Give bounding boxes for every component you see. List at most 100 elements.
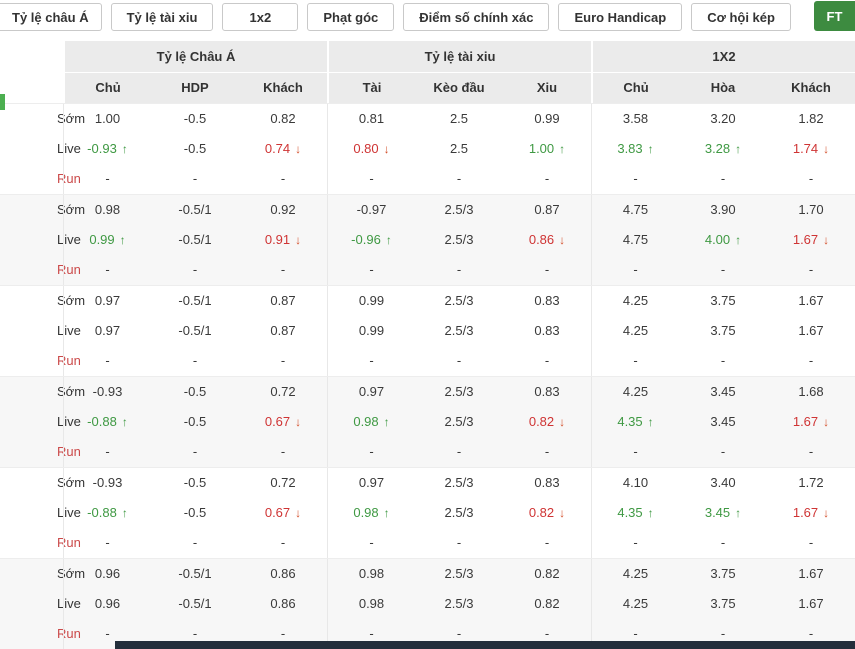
- odds-cell: 3.75: [679, 316, 767, 346]
- odds-cell: -: [327, 437, 415, 467]
- column-header: Khách: [239, 73, 327, 103]
- odds-table-body: Sớm 1.00 -0.5 0.82 0.81 2.5 0.99 3.58 3.20 1.82 Li…: [0, 103, 855, 649]
- odds-row-live: Live 0.97 -0.5/1 0.87 0.99 2.5/3 0.83 4.25 3.75 1…: [0, 316, 855, 346]
- odds-value: 0.97: [94, 323, 121, 338]
- odds-value: -: [633, 171, 638, 186]
- odds-cell: -: [415, 619, 503, 649]
- odds-value: -: [544, 444, 550, 459]
- odds-cell: -: [591, 164, 679, 194]
- odds-value: 0.86: [270, 566, 296, 581]
- odds-value: -0.5: [183, 475, 207, 490]
- odds-cell: 3.45: [679, 377, 767, 407]
- trend-down-icon: ↓: [823, 506, 830, 520]
- odds-value: 3.20: [710, 111, 736, 126]
- trend-up-icon: ↑: [735, 506, 742, 520]
- odds-value: 1.67: [798, 596, 824, 611]
- odds-value: 0.80: [353, 141, 379, 156]
- trend-down-icon: ↓: [559, 506, 566, 520]
- trend-up-icon: ↑: [121, 506, 128, 520]
- odds-row-run: Run - - - - - - - - -: [0, 619, 855, 649]
- odds-value: 4.00: [704, 232, 731, 247]
- odds-cell: -: [591, 437, 679, 467]
- odds-cell: 2.5/3: [415, 316, 503, 346]
- odds-value: 1.67: [792, 505, 819, 520]
- active-row-marker: [0, 94, 5, 110]
- trend-up-icon: ↑: [647, 142, 654, 156]
- odds-cell: 0.98: [63, 195, 151, 225]
- odds-value: -: [456, 171, 462, 186]
- odds-value: 0.86: [528, 232, 555, 247]
- odds-cell: 3.90: [679, 195, 767, 225]
- odds-value: -: [369, 171, 374, 186]
- trend-down-icon: ↓: [823, 233, 830, 247]
- odds-cell: -: [591, 346, 679, 376]
- odds-cell: 0.82 ↓: [503, 407, 591, 437]
- row-label: Live: [57, 232, 81, 247]
- odds-cell: 0.74 ↓: [239, 134, 327, 164]
- odds-cell: 4.25: [591, 589, 679, 619]
- odds-cell: -0.5: [151, 377, 239, 407]
- odds-row-som: Sớm -0.93 -0.5 0.72 0.97 2.5/3 0.83 4.25 3.45 1.6…: [0, 377, 855, 407]
- odds-cell: 0.67 ↓: [239, 407, 327, 437]
- odds-value: 0.82: [534, 566, 560, 581]
- tab-5[interactable]: Điểm số chính xác: [403, 3, 550, 31]
- odds-cell: 0.98: [327, 589, 415, 619]
- odds-cell: 0.67 ↓: [239, 498, 327, 528]
- tab-4[interactable]: Phạt góc: [307, 3, 395, 31]
- odds-value: 0.98: [358, 566, 385, 581]
- odds-value: -: [720, 535, 726, 550]
- odds-value: 0.98: [94, 202, 121, 217]
- tab-1[interactable]: Tỷ lệ châu Á: [0, 3, 102, 31]
- odds-value: 1.67: [792, 232, 819, 247]
- odds-cell: -: [63, 437, 151, 467]
- odds-cell: 0.82 ↓: [503, 498, 591, 528]
- odds-cell: 1.67: [767, 286, 855, 316]
- odds-cell: -: [327, 346, 415, 376]
- row-label: Sớm: [57, 293, 86, 308]
- odds-value: 2.5/3: [444, 596, 474, 611]
- odds-cell: -0.5/1: [151, 559, 239, 589]
- odds-cell: -0.5/1: [151, 316, 239, 346]
- odds-cell: 0.83: [503, 316, 591, 346]
- odds-cell: 3.83 ↑: [591, 134, 679, 164]
- odds-type-tabbar: Tỷ lệ châu Á Tỷ lệ tài xiu 1x2 Phạt góc Điểm…: [0, 0, 855, 36]
- odds-value: 0.83: [534, 384, 560, 399]
- odds-cell: -: [679, 437, 767, 467]
- tab-7[interactable]: Cơ hội kép: [691, 3, 791, 31]
- odds-value: -: [369, 535, 374, 550]
- odds-cell: -0.5: [151, 104, 239, 134]
- odds-value: 3.28: [704, 141, 731, 156]
- tab-3[interactable]: 1x2: [222, 3, 299, 31]
- odds-cell: 3.28 ↑: [679, 134, 767, 164]
- odds-row-live: Live -0.88 ↑ -0.5 0.67 ↓ 0.98 ↑ 2.5/3 0.82 ↓ 4.35 ↑ 3…: [0, 407, 855, 437]
- odds-value: 4.10: [622, 475, 649, 490]
- ft-button[interactable]: FT: [814, 1, 855, 31]
- odds-cell: 0.99: [327, 316, 415, 346]
- odds-value: 0.96: [94, 566, 121, 581]
- odds-cell: 1.67 ↓: [767, 407, 855, 437]
- odds-cell: 0.80 ↓: [327, 134, 415, 164]
- odds-value: 0.98: [353, 414, 379, 429]
- row-label: Sớm: [57, 111, 86, 126]
- odds-value: 4.25: [622, 384, 649, 399]
- tab-6[interactable]: Euro Handicap: [558, 3, 683, 31]
- odds-value: -: [808, 535, 814, 550]
- column-header: Kèo đầu: [415, 73, 503, 103]
- odds-cell: -: [63, 255, 151, 285]
- odds-value: -: [456, 353, 462, 368]
- odds-cell: 0.83: [503, 377, 591, 407]
- odds-cell: -0.88 ↑: [63, 407, 151, 437]
- odds-value: 4.35: [617, 505, 643, 520]
- odds-cell: 4.25: [591, 286, 679, 316]
- odds-cell: -: [503, 528, 591, 558]
- odds-cell: 1.68: [767, 377, 855, 407]
- odds-value: -: [105, 626, 110, 641]
- tab-2[interactable]: Tỷ lệ tài xiu: [110, 3, 214, 31]
- odds-cell: 0.87: [239, 316, 327, 346]
- odds-cell: 0.99 ↑: [63, 225, 151, 255]
- odds-cell: 0.87: [239, 286, 327, 316]
- odds-cell: -: [679, 255, 767, 285]
- odds-value: 2.5/3: [444, 566, 474, 581]
- odds-value: 1.67: [798, 293, 824, 308]
- odds-value: 0.86: [270, 596, 296, 611]
